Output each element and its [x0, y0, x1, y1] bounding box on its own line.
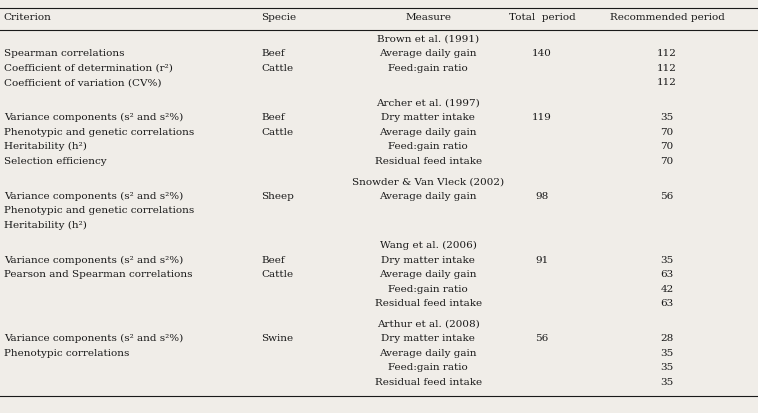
Text: 28: 28 — [660, 335, 674, 344]
Text: 35: 35 — [660, 349, 674, 358]
Text: Pearson and Spearman correlations: Pearson and Spearman correlations — [4, 271, 193, 280]
Text: Spearman correlations: Spearman correlations — [4, 50, 124, 58]
Text: Brown et al. (1991): Brown et al. (1991) — [377, 35, 479, 44]
Text: Average daily gain: Average daily gain — [380, 50, 477, 58]
Text: 35: 35 — [660, 114, 674, 122]
Text: 35: 35 — [660, 256, 674, 265]
Text: Coefficient of variation (CV%): Coefficient of variation (CV%) — [4, 78, 161, 88]
Text: Cattle: Cattle — [262, 64, 293, 73]
Text: Criterion: Criterion — [4, 13, 52, 22]
Text: Snowder & Van Vleck (2002): Snowder & Van Vleck (2002) — [352, 178, 504, 186]
Text: Dry matter intake: Dry matter intake — [381, 114, 475, 122]
Text: Arthur et al. (2008): Arthur et al. (2008) — [377, 320, 480, 329]
Text: Archer et al. (1997): Archer et al. (1997) — [377, 99, 480, 108]
Text: Average daily gain: Average daily gain — [380, 128, 477, 137]
Text: 63: 63 — [660, 271, 674, 280]
Text: Variance components (s² and s²%): Variance components (s² and s²%) — [4, 113, 183, 123]
Text: 70: 70 — [660, 157, 674, 166]
Text: Average daily gain: Average daily gain — [380, 192, 477, 201]
Text: 98: 98 — [535, 192, 549, 201]
Text: Beef: Beef — [262, 256, 285, 265]
Text: 56: 56 — [535, 335, 549, 344]
Text: Specie: Specie — [262, 13, 296, 22]
Text: Feed:gain ratio: Feed:gain ratio — [388, 363, 468, 373]
Text: Residual feed intake: Residual feed intake — [374, 157, 482, 166]
Text: 91: 91 — [535, 256, 549, 265]
Text: Total  period: Total period — [509, 13, 575, 22]
Text: Phenotypic and genetic correlations: Phenotypic and genetic correlations — [4, 128, 194, 137]
Text: Average daily gain: Average daily gain — [380, 271, 477, 280]
Text: Measure: Measure — [406, 13, 451, 22]
Text: Cattle: Cattle — [262, 271, 293, 280]
Text: Swine: Swine — [262, 335, 293, 344]
Text: Beef: Beef — [262, 50, 285, 58]
Text: Variance components (s² and s²%): Variance components (s² and s²%) — [4, 335, 183, 344]
Text: Heritability (h²): Heritability (h²) — [4, 142, 86, 152]
Text: 140: 140 — [532, 50, 552, 58]
Text: Variance components (s² and s²%): Variance components (s² and s²%) — [4, 256, 183, 265]
Text: Phenotypic and genetic correlations: Phenotypic and genetic correlations — [4, 206, 194, 216]
Text: Heritability (h²): Heritability (h²) — [4, 221, 86, 230]
Text: Sheep: Sheep — [262, 192, 294, 201]
Text: Residual feed intake: Residual feed intake — [374, 299, 482, 309]
Text: Dry matter intake: Dry matter intake — [381, 256, 475, 265]
Text: 63: 63 — [660, 299, 674, 309]
Text: 35: 35 — [660, 378, 674, 387]
Text: 42: 42 — [660, 285, 674, 294]
Text: Dry matter intake: Dry matter intake — [381, 335, 475, 344]
Text: 119: 119 — [532, 114, 552, 122]
Text: Selection efficiency: Selection efficiency — [4, 157, 106, 166]
Text: Feed:gain ratio: Feed:gain ratio — [388, 285, 468, 294]
Text: Feed:gain ratio: Feed:gain ratio — [388, 142, 468, 152]
Text: 35: 35 — [660, 363, 674, 373]
Text: 70: 70 — [660, 142, 674, 152]
Text: Phenotypic correlations: Phenotypic correlations — [4, 349, 129, 358]
Text: 112: 112 — [657, 50, 677, 58]
Text: Coefficient of determination (r²): Coefficient of determination (r²) — [4, 64, 173, 73]
Text: Recommended period: Recommended period — [609, 13, 725, 22]
Text: 56: 56 — [660, 192, 674, 201]
Text: Wang et al. (2006): Wang et al. (2006) — [380, 241, 477, 251]
Text: 112: 112 — [657, 64, 677, 73]
Text: Average daily gain: Average daily gain — [380, 349, 477, 358]
Text: 70: 70 — [660, 128, 674, 137]
Text: Residual feed intake: Residual feed intake — [374, 378, 482, 387]
Text: Feed:gain ratio: Feed:gain ratio — [388, 64, 468, 73]
Text: Cattle: Cattle — [262, 128, 293, 137]
Text: Variance components (s² and s²%): Variance components (s² and s²%) — [4, 192, 183, 201]
Text: Beef: Beef — [262, 114, 285, 122]
Text: 112: 112 — [657, 78, 677, 88]
